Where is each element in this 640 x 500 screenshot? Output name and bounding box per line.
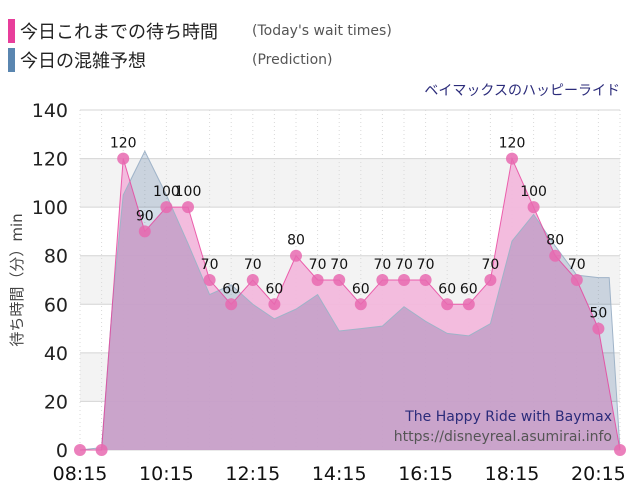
today-marker	[570, 274, 583, 286]
today-marker	[484, 274, 497, 286]
today-marker	[225, 298, 238, 311]
prediction-area	[80, 151, 620, 451]
today-marker	[268, 298, 281, 311]
data-label: 70	[568, 257, 586, 273]
data-label: 60	[265, 281, 283, 297]
data-label: 70	[395, 257, 413, 273]
data-label: 80	[546, 233, 564, 249]
y-tick-label: 80	[44, 246, 68, 268]
legend-swatch-prediction	[8, 48, 15, 72]
today-marker	[354, 298, 367, 311]
today-marker	[506, 152, 518, 165]
watermark-title: The Happy Ride with Baymax	[404, 409, 612, 425]
legend-sublabel-today: (Today's wait times)	[252, 23, 392, 39]
today-marker	[160, 201, 173, 214]
data-label: 70	[481, 257, 499, 273]
data-label: 60	[222, 281, 240, 297]
today-marker	[592, 322, 605, 335]
legend-label-today: 今日これまでの待ち時間	[20, 22, 218, 43]
data-label: 70	[330, 257, 348, 273]
x-tick-label: 08:15	[53, 463, 108, 485]
today-marker	[527, 201, 540, 214]
y-tick-label: 40	[44, 343, 68, 365]
data-label: 100	[153, 184, 180, 200]
today-marker	[246, 274, 259, 286]
today-marker	[441, 298, 454, 311]
legend-item-prediction: 今日の混雑予想 (Prediction)	[8, 47, 332, 73]
data-label: 100	[175, 184, 202, 200]
data-label: 70	[309, 257, 327, 273]
today-marker	[203, 274, 216, 286]
today-marker	[419, 274, 432, 286]
today-marker	[398, 274, 410, 286]
legend-label-prediction: 今日の混雑予想	[20, 51, 146, 72]
y-tick-label: 140	[32, 100, 68, 122]
data-label: 60	[352, 281, 370, 297]
legend-item-today: 今日これまでの待ち時間 (Today's wait times)	[8, 18, 392, 44]
x-tick-label: 18:15	[485, 463, 540, 485]
x-tick-label: 20:15	[571, 463, 626, 485]
legend-swatch-today	[8, 19, 15, 43]
plot-band	[80, 110, 620, 159]
y-tick-label: 20	[44, 391, 68, 413]
today-marker	[614, 444, 626, 456]
today-marker	[462, 298, 475, 311]
data-label: 50	[589, 306, 607, 322]
today-marker	[182, 201, 194, 214]
today-marker	[95, 444, 108, 456]
today-marker	[311, 274, 324, 286]
data-label: 120	[499, 136, 526, 152]
data-label: 70	[244, 257, 262, 273]
data-label: 100	[520, 184, 547, 200]
today-marker	[549, 249, 562, 262]
y-tick-label: 120	[32, 149, 68, 171]
data-label: 70	[373, 257, 391, 273]
data-label: 70	[417, 257, 435, 273]
data-label: 70	[201, 257, 219, 273]
y-tick-label: 60	[44, 294, 68, 316]
today-marker	[290, 249, 302, 262]
attraction-name: ベイマックスのハッピーライド	[424, 83, 620, 99]
today-marker	[333, 274, 346, 286]
x-tick-label: 14:15	[312, 463, 367, 485]
y-tick-label: 0	[56, 440, 68, 462]
data-label: 120	[110, 136, 137, 152]
y-axis-title: 待ち時間（分）min	[8, 213, 26, 346]
data-label: 60	[460, 281, 478, 297]
watermark-url: https://disneyreal.asumirai.info	[394, 429, 612, 445]
today-marker	[376, 274, 389, 286]
data-label: 60	[438, 281, 456, 297]
data-label: 80	[287, 233, 305, 249]
x-tick-label: 12:15	[225, 463, 280, 485]
today-marker	[138, 225, 151, 238]
data-label: 90	[136, 208, 154, 224]
today-marker	[117, 152, 130, 165]
y-tick-label: 100	[32, 197, 68, 219]
x-tick-label: 10:15	[139, 463, 194, 485]
legend-sublabel-prediction: (Prediction)	[252, 52, 333, 68]
today-marker	[74, 444, 86, 456]
x-tick-label: 16:15	[398, 463, 453, 485]
